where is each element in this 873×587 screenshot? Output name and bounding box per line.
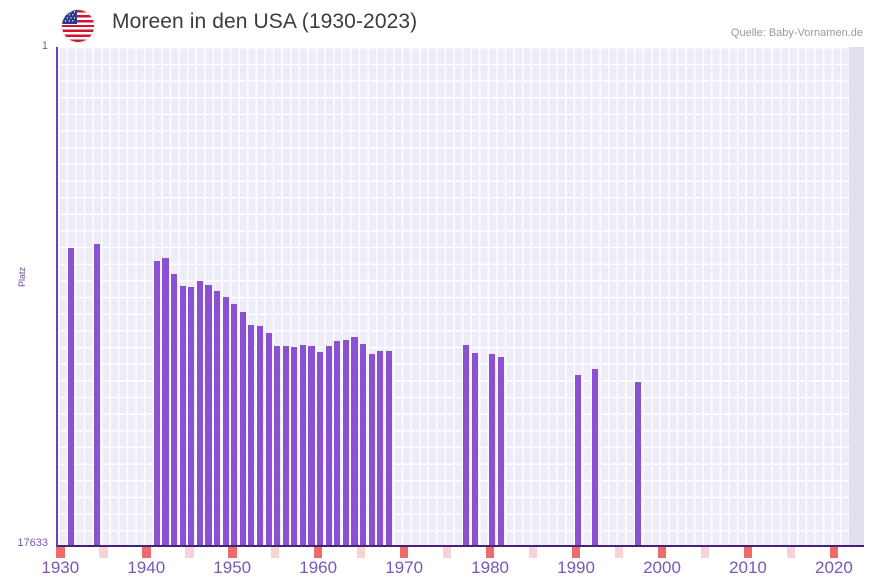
bar-1964[interactable] xyxy=(351,337,358,545)
bar-1962[interactable] xyxy=(334,341,341,545)
bar-1955[interactable] xyxy=(274,345,281,545)
bar-1957[interactable] xyxy=(291,347,298,545)
x-tick-1990 xyxy=(571,547,581,558)
bar-1997[interactable] xyxy=(635,381,642,545)
x-tick-1930 xyxy=(56,547,65,558)
bar-1944[interactable] xyxy=(179,286,186,545)
x-tick-1950 xyxy=(227,547,237,558)
x-axis-label-2010: 2010 xyxy=(729,558,767,577)
bar-1947[interactable] xyxy=(205,284,212,545)
bar-series xyxy=(58,47,864,545)
x-tick-1965 xyxy=(356,547,366,558)
bar-1949[interactable] xyxy=(222,297,229,545)
x-axis-tick-markers xyxy=(56,547,864,558)
bar-1990[interactable] xyxy=(574,374,582,545)
x-tick-1975 xyxy=(442,547,452,558)
x-axis-label-1930: 1930 xyxy=(41,558,80,577)
x-tick-1945 xyxy=(184,547,194,558)
chart-header: Moreen in den USA (1930-2023) Quelle: Ba… xyxy=(0,0,873,47)
bar-1978[interactable] xyxy=(471,353,478,545)
bar-1953[interactable] xyxy=(256,325,264,545)
bar-1951[interactable] xyxy=(239,311,246,545)
bar-1945[interactable] xyxy=(188,286,195,545)
bar-1992[interactable] xyxy=(592,369,599,545)
flag-stars xyxy=(62,10,77,24)
x-tick-2000 xyxy=(657,547,667,558)
x-tick-1980 xyxy=(485,547,495,558)
bar-1952[interactable] xyxy=(248,325,255,545)
bar-1954[interactable] xyxy=(265,332,272,545)
us-flag-icon xyxy=(62,10,94,42)
x-tick-1985 xyxy=(528,547,538,558)
x-axis-label-1970: 1970 xyxy=(385,558,424,577)
bar-1948[interactable] xyxy=(213,290,221,545)
x-tick-2020 xyxy=(829,547,839,558)
plot-area xyxy=(56,47,864,547)
x-axis-label-1950: 1950 xyxy=(213,558,252,577)
bar-1968[interactable] xyxy=(385,351,393,545)
y-axis-title: Platz xyxy=(17,267,27,288)
bar-1956[interactable] xyxy=(282,345,289,545)
bar-1980[interactable] xyxy=(488,353,496,545)
x-axis-label-1960: 1960 xyxy=(299,558,338,577)
x-tick-2005 xyxy=(700,547,710,558)
page-title: Moreen in den USA (1930-2023) xyxy=(112,10,418,33)
bar-1965[interactable] xyxy=(360,344,367,545)
x-tick-2015 xyxy=(786,547,796,558)
x-tick-1935 xyxy=(98,547,108,558)
bar-1967[interactable] xyxy=(377,351,384,545)
bar-1934[interactable] xyxy=(93,243,100,545)
y-axis-tick-top: 1 xyxy=(41,40,48,52)
bar-1931[interactable] xyxy=(67,248,74,545)
x-tick-1960 xyxy=(313,547,323,558)
x-tick-2010 xyxy=(743,547,753,558)
x-axis-label-1980: 1980 xyxy=(471,558,509,577)
x-axis-label-2020: 2020 xyxy=(814,558,853,577)
x-tick-1995 xyxy=(614,547,624,558)
bar-1963[interactable] xyxy=(342,339,350,545)
x-axis-label-1940: 1940 xyxy=(127,558,166,577)
x-tick-1955 xyxy=(270,547,280,558)
bar-1981[interactable] xyxy=(497,356,504,545)
x-tick-1940 xyxy=(141,547,151,558)
y-axis-tick-bottom: 17633 xyxy=(17,537,48,549)
x-axis-label-2000: 2000 xyxy=(643,558,681,577)
bar-1942[interactable] xyxy=(162,258,169,545)
bar-1943[interactable] xyxy=(170,273,178,545)
bar-1950[interactable] xyxy=(231,304,238,545)
bar-1977[interactable] xyxy=(463,345,470,545)
x-axis-labels: 1930 1940 1950 1960 1970 1980 1990 2000 2010 2020 xyxy=(41,558,864,587)
bar-1959[interactable] xyxy=(308,345,315,545)
bar-1960[interactable] xyxy=(317,351,324,545)
source-attribution: Quelle: Baby-Vornamen.de xyxy=(730,27,863,39)
bar-1941[interactable] xyxy=(153,261,160,545)
bar-1966[interactable] xyxy=(368,353,375,545)
bar-1961[interactable] xyxy=(325,346,332,545)
bar-1958[interactable] xyxy=(299,344,307,545)
x-axis-label-1990: 1990 xyxy=(557,558,595,577)
bar-1946[interactable] xyxy=(196,280,203,545)
x-tick-1970 xyxy=(399,547,409,558)
